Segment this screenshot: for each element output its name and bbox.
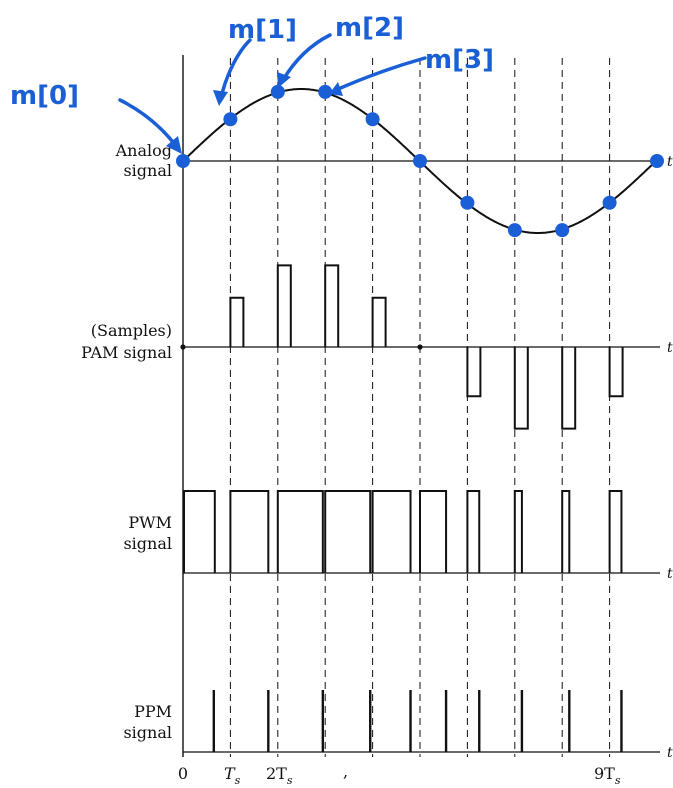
annotation-m3: m[3] (425, 45, 494, 75)
analog-label-line1: Analog (115, 141, 172, 160)
sample-point-3 (318, 84, 333, 99)
pwm-pulse-6 (466, 490, 481, 573)
sample-point-4 (365, 112, 380, 127)
annotation-arrowheads (166, 72, 343, 154)
tick-label-ts: Ts (224, 764, 241, 787)
pwm-pulse-4 (371, 490, 412, 573)
ppm-signal-panel (212, 690, 623, 752)
sample-point-1 (223, 112, 238, 127)
m3-arrow-line (334, 56, 427, 92)
m0-arrow-line (118, 98, 178, 148)
pam-pulse-8 (561, 347, 577, 430)
m3-arrowhead (329, 82, 343, 96)
ppm-label-line1: PPM (134, 702, 172, 721)
annotation-m2: m[2] (335, 13, 404, 43)
pwm-pulse-9 (608, 490, 623, 573)
analog-label-line2: signal (123, 161, 172, 180)
pam-pulse-3 (324, 264, 340, 347)
m2-arrowhead (277, 72, 291, 88)
pwm-pulse-3 (324, 490, 372, 573)
sample-point-7 (507, 223, 522, 238)
pam-pulse-6 (466, 347, 482, 398)
annotation-m0: m[0] (10, 81, 79, 111)
m2-arrow-line (281, 33, 332, 82)
t-label-analog: t (667, 154, 673, 170)
pam-label-line1: (Samples) (91, 321, 172, 340)
pam-label-line2: PAM signal (81, 343, 172, 362)
analog-signal-panel (176, 84, 664, 238)
sample-point-5 (413, 154, 427, 168)
pam-pulse-9 (608, 347, 624, 398)
pwm-pulse-5 (419, 490, 448, 573)
ppm-label-line2: signal (123, 723, 172, 742)
pam-origin-dot (180, 344, 186, 350)
pwm-pulse-0 (183, 490, 216, 573)
tick-label-0: 0 (178, 764, 188, 783)
pam-pulse-7 (513, 347, 529, 430)
m1-arrow-line (219, 38, 252, 100)
tick-label-9ts: 9Ts (594, 764, 621, 787)
row-labels: Analog signal (Samples) PAM signal PWM s… (81, 141, 172, 742)
m1-arrowhead (213, 90, 228, 106)
pwm-pulse-2 (276, 490, 324, 573)
sample-point-6 (460, 195, 475, 210)
pwm-label-line2: signal (123, 534, 172, 553)
pwm-label-line1: PWM (128, 513, 172, 532)
pwm-pulse-8 (561, 490, 571, 573)
m0-arrowhead (166, 136, 182, 154)
t-label-ppm: t (667, 745, 673, 761)
sample-point-8 (555, 223, 570, 238)
pam-pulse-2 (276, 264, 292, 347)
sample-point-9 (602, 195, 617, 210)
sample-annotations: m[0] m[1] m[2] m[3] (10, 13, 494, 154)
pwm-pulse-7 (513, 490, 523, 573)
t-label-pam: t (667, 340, 673, 356)
sample-point-0 (176, 154, 190, 168)
time-tick-labels: 0 Ts 2Ts , 9Ts (178, 762, 621, 787)
sample-point-2 (270, 84, 285, 99)
time-axis-labels: t t t t (667, 154, 673, 761)
pam-pulse-1 (229, 296, 245, 347)
pwm-signal-panel (183, 490, 623, 573)
annotation-m1: m[1] (228, 15, 297, 45)
pam-signal-panel (180, 264, 624, 430)
t-label-pwm: t (667, 566, 673, 582)
pam-zero-dot (417, 344, 423, 350)
tick-label-2ts: 2Ts (266, 764, 293, 787)
pwm-pulse-1 (229, 490, 270, 573)
tick-label-comma: , (343, 762, 348, 781)
pam-pulse-4 (371, 296, 387, 347)
sample-point-10 (650, 154, 664, 168)
